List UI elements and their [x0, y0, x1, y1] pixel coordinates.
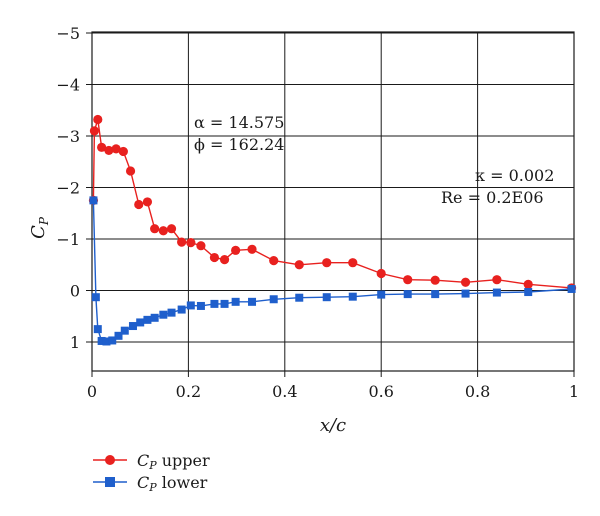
legend-item-lower: CP lower: [93, 473, 208, 494]
x-tick-label: 0.2: [176, 382, 201, 401]
x-tick-label: 0.6: [368, 382, 393, 401]
data-point-upper: [460, 277, 471, 287]
y-tick-label: −5: [56, 24, 80, 43]
y-tick-label: 0: [70, 282, 80, 301]
data-point-lower: [196, 301, 205, 310]
x-tick-label: 0.8: [465, 382, 490, 401]
legend-label-upper: CP upper: [137, 451, 210, 472]
x-tick-label: 0.4: [272, 382, 297, 401]
data-point-lower: [377, 290, 386, 299]
series-line-lower: [92, 200, 572, 343]
data-point-lower: [348, 292, 357, 301]
y-tick-label: −1: [56, 230, 80, 249]
annotation-kappa: κ = 0.002: [475, 166, 554, 185]
data-point-upper: [294, 260, 304, 270]
data-point-lower: [108, 336, 117, 345]
data-point-lower: [150, 313, 159, 322]
data-point-upper: [403, 275, 413, 285]
data-point-upper: [430, 275, 440, 285]
series-upper: [88, 114, 577, 293]
data-point-lower: [231, 297, 240, 306]
data-point-lower: [136, 318, 145, 327]
annotation-phi: ϕ = 162.24: [194, 135, 284, 154]
data-point-upper: [93, 114, 103, 125]
data-point-lower: [93, 325, 102, 334]
legend-marker-lower: [105, 477, 115, 487]
data-point-upper: [247, 244, 257, 254]
data-point-lower: [567, 284, 576, 293]
data-point-upper: [150, 224, 160, 234]
series-layer: [88, 114, 577, 346]
data-point-upper: [125, 166, 136, 176]
y-axis-label: CP: [28, 216, 51, 239]
data-point-upper: [269, 256, 279, 266]
data-point-upper: [89, 126, 100, 136]
data-point-lower: [295, 293, 304, 302]
data-point-upper: [219, 255, 230, 265]
data-point-upper: [142, 197, 153, 207]
legend-label-lower: CP lower: [137, 473, 208, 494]
data-point-lower: [322, 293, 331, 302]
data-point-lower: [186, 301, 195, 310]
y-tick-label: −2: [56, 179, 80, 198]
data-point-upper: [166, 224, 177, 234]
data-point-lower: [210, 299, 219, 308]
data-point-upper: [348, 258, 358, 268]
data-point-lower: [177, 305, 186, 314]
data-point-lower: [159, 310, 168, 319]
data-point-lower: [492, 288, 501, 297]
data-point-upper: [177, 237, 187, 247]
axis-ticks: 0 0.2 0.4 0.6 0.8 1 −5 −4 −3 −2 −1 0 1: [56, 24, 579, 401]
data-point-upper: [134, 199, 144, 210]
data-point-lower: [248, 297, 257, 306]
data-point-lower: [120, 326, 129, 335]
y-tick-label: −4: [56, 76, 80, 95]
data-point-upper: [492, 275, 502, 285]
data-point-upper: [209, 252, 220, 263]
data-point-lower: [91, 293, 100, 302]
data-point-lower: [403, 290, 412, 299]
legend: CP upper CP lower: [93, 451, 210, 494]
data-point-upper: [104, 145, 114, 156]
data-point-upper: [118, 146, 128, 157]
data-point-upper: [158, 226, 168, 236]
data-point-lower: [89, 196, 98, 205]
data-point-upper: [186, 238, 196, 248]
data-point-lower: [524, 288, 533, 297]
data-point-lower: [102, 337, 111, 346]
data-point-lower: [461, 289, 470, 298]
data-point-lower: [167, 308, 176, 317]
data-point-upper: [322, 258, 332, 268]
annotation-re: Re = 0.2E06: [441, 188, 544, 207]
data-point-lower: [97, 336, 106, 345]
data-point-lower: [114, 331, 123, 340]
data-point-upper: [376, 268, 386, 279]
data-point-lower: [128, 322, 137, 331]
x-tick-label: 0: [87, 382, 97, 401]
y-tick-label: −3: [56, 127, 80, 146]
data-point-upper: [111, 144, 121, 154]
data-point-lower: [431, 290, 440, 299]
data-point-upper: [196, 241, 206, 251]
data-point-upper: [523, 279, 533, 289]
data-point-lower: [220, 299, 229, 308]
y-tick-label: 1: [70, 333, 80, 352]
x-axis-label: x/c: [320, 415, 346, 436]
data-point-lower: [143, 315, 152, 324]
data-point-upper: [231, 245, 241, 255]
legend-item-upper: CP upper: [93, 451, 210, 472]
data-point-lower: [269, 295, 278, 304]
x-tick-label: 1: [569, 382, 579, 401]
data-point-upper: [97, 142, 107, 152]
annotation-alpha: α = 14.575: [194, 113, 284, 132]
series-lower: [89, 196, 576, 346]
legend-marker-upper: [105, 455, 115, 465]
